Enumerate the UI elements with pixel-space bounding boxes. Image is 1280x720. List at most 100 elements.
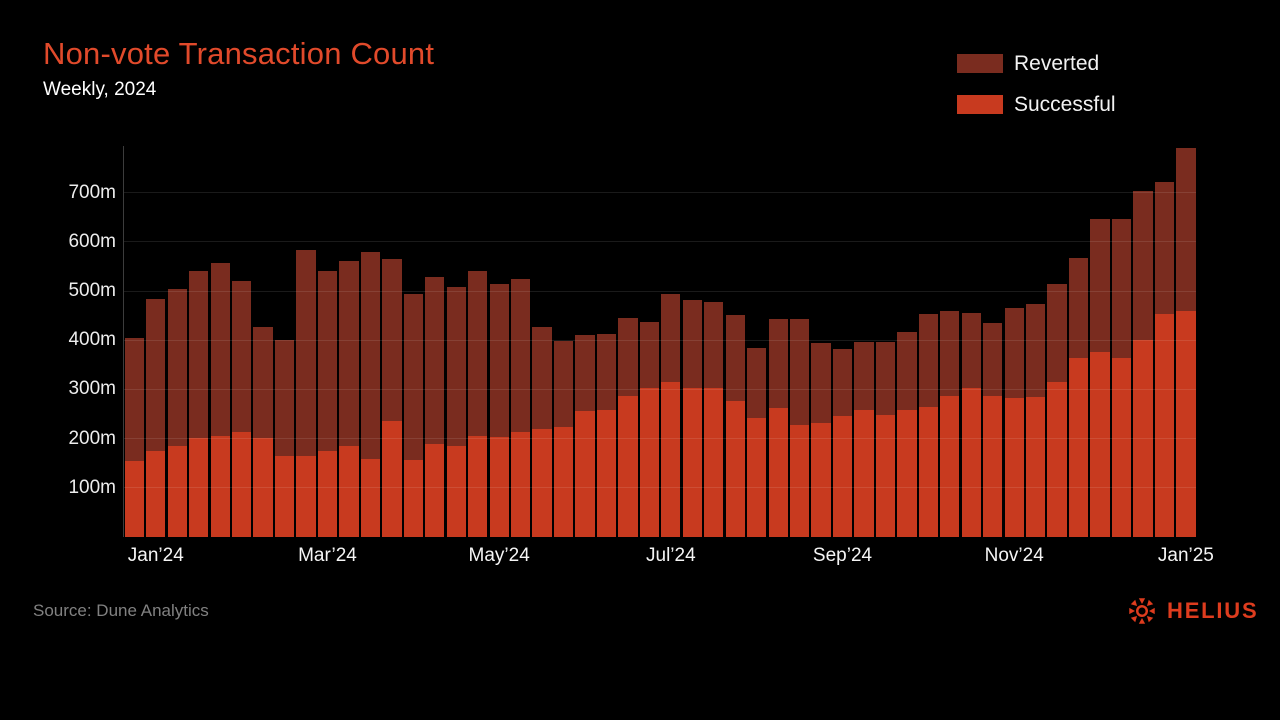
reverted-segment	[875, 341, 896, 416]
reverted-segment	[1111, 219, 1132, 358]
y-tick-label: 300m	[68, 378, 116, 400]
reverted-segment	[1090, 219, 1110, 353]
successful-segment	[124, 460, 144, 537]
bar-week-2	[146, 299, 166, 537]
bar-week-1	[124, 337, 144, 537]
bar-week-36	[875, 341, 896, 537]
bar-week-4	[189, 271, 209, 537]
gridline-700m	[124, 192, 1196, 194]
successful-segment	[811, 423, 831, 537]
bar-week-9	[296, 249, 316, 537]
bar-week-22	[575, 335, 595, 537]
reverted-segment	[639, 321, 660, 388]
reverted-segment	[403, 293, 423, 461]
bar-week-32	[789, 319, 810, 537]
legend-item-reverted: Reverted	[957, 53, 1116, 74]
bar-week-19	[510, 279, 531, 537]
reverted-segment	[553, 341, 574, 428]
reverted-segment	[596, 334, 617, 410]
reverted-segment	[575, 335, 595, 411]
gridline-300m	[124, 388, 1196, 390]
bar-week-18	[489, 284, 509, 537]
gridline-400m	[124, 339, 1196, 341]
bar-week-46	[1090, 219, 1110, 537]
successful-segment	[983, 395, 1003, 537]
successful-segment	[1154, 314, 1175, 537]
reverted-segment	[510, 279, 531, 433]
successful-segment	[832, 416, 853, 537]
bar-week-37	[897, 332, 917, 537]
bar-week-13	[382, 258, 402, 537]
successful-segment	[382, 421, 402, 537]
bar-week-5	[210, 262, 230, 537]
gridline-500m	[124, 290, 1196, 292]
bar-week-26	[661, 294, 681, 537]
bar-week-45	[1068, 257, 1089, 537]
bar-week-48	[1133, 191, 1153, 537]
reverted-segment	[1176, 148, 1196, 311]
gridline-200m	[124, 438, 1196, 440]
successful-segment	[339, 445, 359, 537]
successful-segment	[1047, 382, 1067, 537]
reverted-segment	[232, 281, 252, 432]
helius-sun-icon	[1129, 598, 1155, 624]
successful-segment	[682, 387, 702, 537]
reverted-segment	[854, 341, 874, 410]
successful-segment	[274, 456, 295, 537]
bar-week-27	[682, 299, 702, 537]
bar-week-40	[961, 313, 981, 537]
bar-week-33	[811, 343, 831, 537]
reverted-segment	[210, 262, 230, 437]
y-tick-label: 600m	[68, 230, 116, 252]
x-tick-label: Nov’24	[984, 545, 1044, 566]
reverted-segment	[446, 286, 466, 446]
successful-segment	[553, 427, 574, 537]
bar-week-30	[747, 348, 767, 537]
successful-segment	[1004, 397, 1024, 537]
reverted-segment	[274, 340, 295, 457]
legend-item-successful: Successful	[957, 94, 1116, 115]
chart-title: Non-vote Transaction Count	[43, 36, 435, 71]
reverted-segment	[789, 319, 810, 426]
reverted-segment	[811, 343, 831, 424]
reverted-segment	[360, 251, 381, 460]
reverted-segment	[296, 249, 316, 457]
bar-week-39	[940, 310, 960, 537]
y-tick-label: 700m	[68, 181, 116, 203]
successful-segment	[446, 445, 466, 537]
bar-week-41	[983, 322, 1003, 537]
reverted-segment	[425, 277, 445, 444]
bar-week-31	[768, 319, 788, 537]
bar-week-3	[167, 288, 187, 537]
x-tick-label: Jan’24	[127, 545, 184, 566]
reverted-segment	[532, 327, 552, 429]
successful-segment	[1176, 310, 1196, 537]
reverted-segment	[1047, 284, 1067, 383]
bar-week-35	[854, 341, 874, 537]
bar-week-29	[725, 315, 745, 537]
bar-week-12	[360, 251, 381, 537]
reverted-segment	[618, 317, 638, 397]
reverted-segment	[1068, 257, 1089, 358]
bar-week-25	[639, 321, 660, 537]
reverted-segment	[704, 302, 724, 389]
reverted-segment	[339, 260, 359, 446]
reverted-segment	[146, 299, 166, 451]
successful-segment	[146, 450, 166, 537]
bar-week-50	[1176, 148, 1196, 537]
bar-week-16	[446, 286, 466, 537]
successful-segment	[253, 438, 273, 537]
bars-container	[123, 146, 1196, 537]
reverted-segment	[961, 313, 981, 388]
successful-segment	[360, 459, 381, 537]
bar-week-6	[232, 281, 252, 537]
reverted-segment	[189, 271, 209, 439]
successful-segment	[725, 400, 745, 537]
gridline-600m	[124, 241, 1196, 243]
bar-week-38	[918, 314, 939, 537]
successful-segment	[167, 445, 187, 537]
successful-segment	[317, 450, 338, 537]
reverted-segment	[468, 270, 488, 437]
successful-segment	[940, 395, 960, 537]
